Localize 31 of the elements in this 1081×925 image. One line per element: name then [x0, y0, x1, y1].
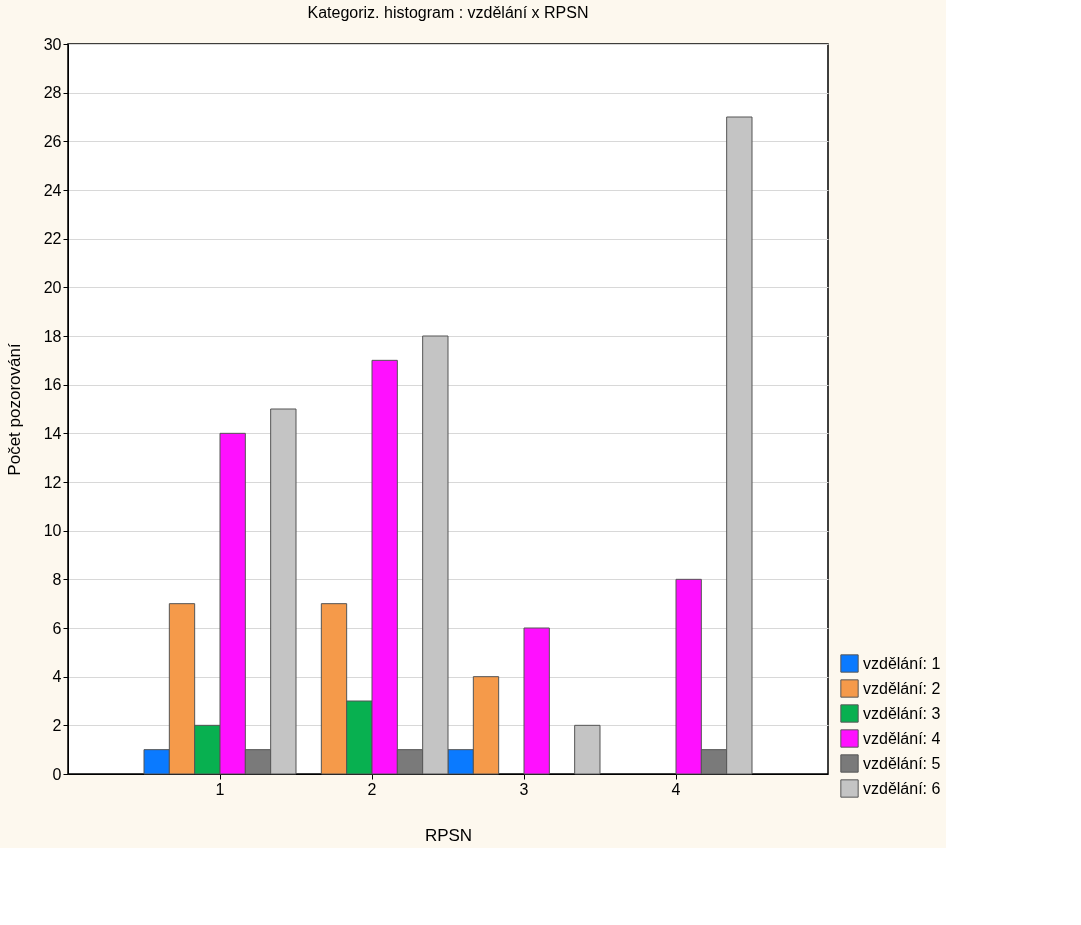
legend-label: vzdělání: 5	[863, 754, 941, 772]
y-tick-label: 26	[43, 132, 62, 150]
y-tick-label: 0	[52, 765, 62, 783]
bar	[523, 627, 550, 775]
legend-label: vzdělání: 1	[863, 654, 941, 672]
y-tick-label: 20	[43, 278, 62, 296]
legend-label: vzdělání: 3	[863, 704, 941, 722]
x-tick-label: 4	[671, 780, 681, 798]
y-axis-title: Počet pozorování	[4, 343, 24, 476]
y-tick-label: 18	[43, 327, 62, 345]
x-axis-title: RPSN	[424, 825, 473, 845]
y-tick-label: 16	[43, 376, 62, 394]
y-tick-label: 2	[52, 716, 62, 734]
y-tick-label: 10	[43, 522, 62, 540]
y-tick-label: 14	[43, 424, 62, 442]
legend-label: vzdělání: 2	[863, 679, 941, 697]
chart-title: Kategoriz. histogram : vzdělání x RPSN	[307, 4, 589, 21]
y-tick-label: 28	[43, 84, 62, 102]
y-tick-label: 30	[43, 35, 62, 53]
legend-label: vzdělání: 4	[863, 729, 941, 747]
y-tick-label: 8	[52, 570, 62, 588]
y-tick-label: 6	[52, 619, 62, 637]
y-tick-label: 22	[43, 230, 62, 248]
x-tick-label: 3	[519, 780, 529, 798]
y-tick-label: 4	[52, 668, 62, 686]
legend-label: vzdělání: 6	[863, 779, 941, 797]
bar	[574, 724, 601, 775]
x-tick-label: 2	[367, 780, 377, 798]
y-tick-label: 24	[43, 181, 62, 199]
x-tick-label: 1	[215, 780, 225, 798]
y-tick-label: 12	[43, 473, 62, 491]
